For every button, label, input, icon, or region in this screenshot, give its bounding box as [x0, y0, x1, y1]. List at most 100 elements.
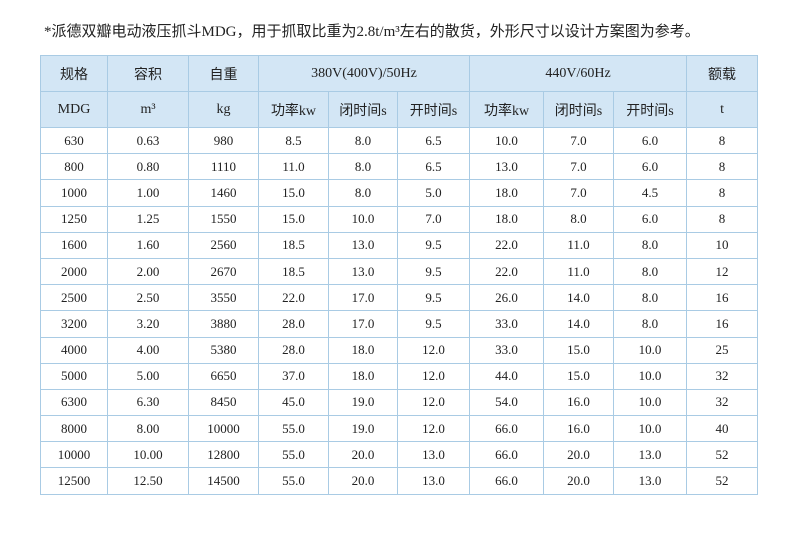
table-cell: 8 — [686, 126, 759, 155]
table-cell: 4.00 — [107, 336, 189, 364]
table-cell: 16 — [686, 284, 759, 312]
table-cell: 18.5 — [258, 257, 329, 286]
header-cell: 规格 — [40, 55, 108, 92]
table-cell: 15.0 — [543, 362, 615, 390]
table-cell: 52 — [686, 467, 759, 495]
table-cell: 55.0 — [258, 415, 329, 443]
table-cell: 18.0 — [328, 362, 398, 390]
table-cell: 11.0 — [543, 231, 615, 259]
table-cell: 12.0 — [396, 362, 471, 390]
table-cell: 5000 — [40, 362, 108, 390]
table-row: 800 0.80 1110 11.0 8.0 6.5 13.0 7.0 6.0 8 — [40, 153, 759, 181]
table-cell: 18.0 — [469, 179, 545, 207]
table-cell: 1460 — [188, 179, 259, 207]
table-cell: 17.0 — [328, 310, 398, 338]
table-row: 3200 3.20 3880 28.0 17.0 9.5 33.0 14.0 8.0 16 — [40, 310, 759, 338]
table-cell: 13.0 — [613, 467, 688, 495]
title: *派德双瓣电动液压抓斗MDG，用于抓取比重为2.8t/m³左右的散货，外形尺寸以… — [44, 24, 700, 40]
table-cell: 16.0 — [543, 415, 615, 443]
table-row: 1000 1.00 1460 15.0 8.0 5.0 18.0 7.0 4.5 8 — [40, 179, 759, 207]
table-cell: 10.0 — [613, 388, 688, 417]
table-cell: 8 — [686, 179, 759, 207]
table-cell: 25 — [686, 336, 759, 364]
header-cell: t — [686, 91, 759, 128]
table-cell: 26.0 — [469, 284, 545, 312]
table-cell: 12.0 — [396, 415, 471, 443]
table-cell: 13.0 — [396, 467, 471, 495]
table-cell: 6300 — [40, 388, 108, 417]
table-cell: 8.0 — [613, 231, 688, 259]
table-cell: 1550 — [188, 205, 259, 233]
table-cell: 13.0 — [328, 257, 398, 286]
table-row: 1250 1.25 1550 15.0 10.0 7.0 18.0 8.0 6.0 8 — [40, 205, 759, 233]
table-cell: 37.0 — [258, 362, 329, 390]
table-cell: 7.0 — [396, 205, 471, 233]
table-cell: 10 — [686, 231, 759, 259]
table-cell: 6.0 — [613, 153, 688, 181]
table-cell: 6650 — [188, 362, 259, 390]
table-cell: 8.0 — [613, 284, 688, 312]
table-cell: 7.0 — [543, 179, 615, 207]
header-cell: 440V/60Hz — [469, 55, 688, 92]
header-cell: MDG — [40, 91, 108, 128]
header-cell: 功率kw — [469, 91, 545, 128]
table-cell: 3.20 — [107, 310, 189, 338]
table-cell: 5380 — [188, 336, 259, 364]
table-cell: 6.0 — [613, 126, 688, 155]
table-cell: 10.0 — [613, 336, 688, 364]
table-cell: 8.0 — [613, 257, 688, 286]
table-cell: 8.5 — [258, 126, 329, 155]
table-cell: 12 — [686, 257, 759, 286]
table-cell: 18.5 — [258, 231, 329, 259]
table-cell: 9.5 — [396, 310, 471, 338]
table-cell: 8450 — [188, 388, 259, 417]
table-cell: 8.0 — [613, 310, 688, 338]
table-cell: 8 — [686, 205, 759, 233]
table-cell: 52 — [686, 441, 759, 469]
header-cell: 闭时间s — [328, 91, 398, 128]
table-cell: 12800 — [188, 441, 259, 469]
table-cell: 10.0 — [613, 362, 688, 390]
table-cell: 3880 — [188, 310, 259, 338]
header-cell: 容积 — [107, 55, 189, 92]
table-cell: 1600 — [40, 231, 108, 259]
table-cell: 15.0 — [258, 179, 329, 207]
table-cell: 55.0 — [258, 467, 329, 495]
header-cell: 开时间s — [613, 91, 688, 128]
table-cell: 980 — [188, 126, 259, 155]
table-cell: 44.0 — [469, 362, 545, 390]
table-cell: 10.00 — [107, 441, 189, 469]
table-row: 10000 10.00 12800 55.0 20.0 13.0 66.0 20.0 13.0 5… — [40, 441, 759, 469]
table-cell: 8.0 — [328, 179, 398, 207]
table-cell: 22.0 — [469, 231, 545, 259]
table-cell: 4000 — [40, 336, 108, 364]
table-cell: 1000 — [40, 179, 108, 207]
table-header: 规格 容积 自重 380V(400V)/50Hz 440V/60Hz 额载 MDG m³ kg… — [40, 55, 759, 128]
table-cell: 5.00 — [107, 362, 189, 390]
table-cell: 13.0 — [469, 153, 545, 181]
table-cell: 13.0 — [328, 231, 398, 259]
table-cell: 2.00 — [107, 257, 189, 286]
table-cell: 12500 — [40, 467, 108, 495]
header-cell: 闭时间s — [543, 91, 615, 128]
table-cell: 66.0 — [469, 415, 545, 443]
header-cell: 功率kw — [258, 91, 329, 128]
table-row: 2000 2.00 2670 18.5 13.0 9.5 22.0 11.0 8.0 12 — [40, 257, 759, 286]
table-cell: 1.00 — [107, 179, 189, 207]
table-cell: 14.0 — [543, 284, 615, 312]
table-cell: 32 — [686, 362, 759, 390]
table-row: 5000 5.00 6650 37.0 18.0 12.0 44.0 15.0 10.0 32 — [40, 362, 759, 390]
header-cell: 380V(400V)/50Hz — [257, 55, 471, 92]
table-cell: 16 — [686, 310, 759, 338]
table-cell: 14500 — [188, 467, 259, 495]
table-row: 630 0.63 980 8.5 8.0 6.5 10.0 7.0 6.0 8 — [40, 126, 759, 155]
table-cell: 6.0 — [613, 205, 688, 233]
table-cell: 14.0 — [543, 310, 615, 338]
table-cell: 33.0 — [469, 336, 545, 364]
table-cell: 9.5 — [396, 257, 471, 286]
table-cell: 10000 — [188, 415, 259, 443]
table-cell: 15.0 — [258, 205, 329, 233]
table-cell: 18.0 — [469, 205, 545, 233]
table-cell: 8.0 — [543, 205, 615, 233]
table-cell: 11.0 — [543, 257, 615, 286]
